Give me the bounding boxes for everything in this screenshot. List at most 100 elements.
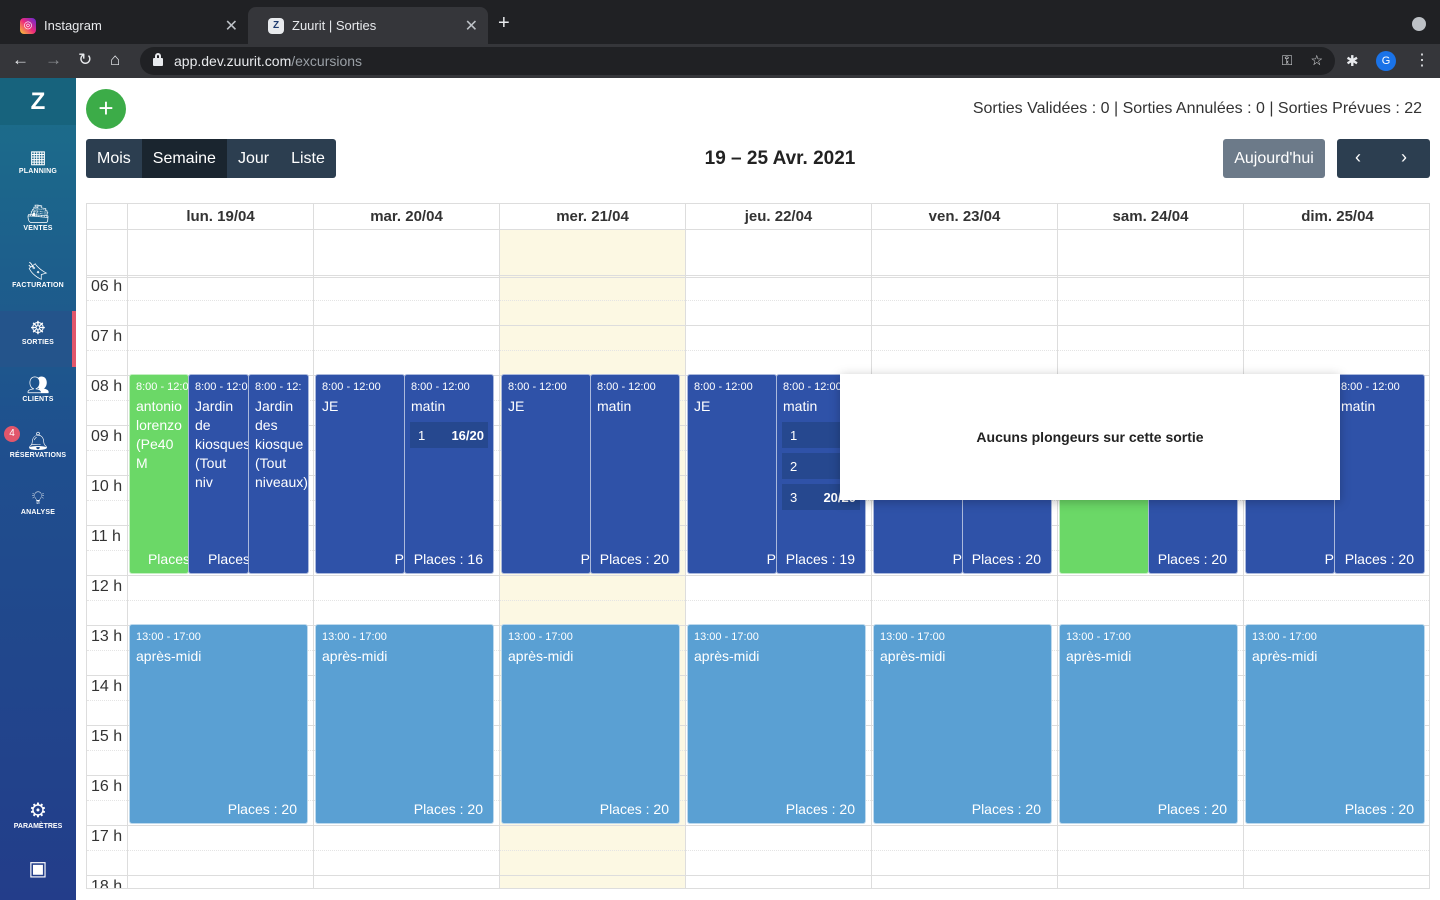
calendar-icon: ▦ [29,147,47,167]
zuurit-logo[interactable]: Z [0,78,76,125]
excursion-event[interactable]: 8:00 - 12:0 antonio lorenzo (Pe40 M Plac… [129,374,189,574]
excursion-event[interactable]: 8:00 - 12:00 matin 1 16/20 Places : 16 [404,374,494,574]
hour-label: 18 h [91,878,123,889]
sidebar-item-planning[interactable]: ▦ PLANNING [0,140,76,196]
sidebar-item-ventes[interactable]: ⛴ VENTES [0,197,76,253]
half-hour-line [87,850,1429,851]
excursion-event[interactable]: 8:00 - 12:00 JE P [501,374,591,574]
next-week-icon[interactable]: › [1401,147,1407,167]
hour-label: 07 h [91,328,123,345]
half-hour-line [87,300,1429,301]
gear-icon: ⚙ [29,800,47,822]
excursion-event[interactable]: 13:00 - 17:00 après-midi Places : 20 [1059,624,1238,824]
hour-label: 08 h [91,378,123,395]
excursion-event[interactable]: 13:00 - 17:00 après-midi Places : 20 [501,624,680,824]
day-header: ven. 23/04 [871,204,1057,229]
excursion-event[interactable]: 8:00 - 12: Jardin des kiosque (Tout nive… [248,374,309,574]
extensions-icon[interactable]: ✱ [1346,53,1359,70]
all-day-row [87,229,1429,278]
hour-label: 13 h [91,628,123,645]
hour-line [87,325,1429,326]
view-month-button[interactable]: Mois [86,139,142,178]
close-tab-icon[interactable]: ✕ [224,18,238,35]
week-calendar: lun. 19/04 mar. 20/04 mer. 21/04 jeu. 22… [86,203,1430,889]
zuurit-favicon-icon: Z [268,17,284,34]
back-icon[interactable]: ← [12,50,29,69]
hour-label: 11 h [91,528,121,545]
day-header: dim. 25/04 [1243,204,1429,229]
excursion-event[interactable]: 8:00 - 12:00 JE P [315,374,405,574]
sidebar-item-analyse[interactable]: 💡︎ ANALYSE [0,481,76,537]
profile-avatar[interactable]: G [1376,51,1396,71]
tab-title: Zuurit | Sorties [292,18,377,33]
hour-label: 10 h [91,478,123,495]
add-excursion-button[interactable]: + [86,89,126,129]
browser-tab-bar: ◎ Instagram ✕ Z Zuurit | Sorties ✕ + [0,0,1440,44]
week-nav: ‹ › [1337,139,1430,178]
day-column-divider [499,204,500,888]
tab-title: Instagram [44,18,102,33]
sidebar: Z ▦ PLANNING ⛴ VENTES 🔖︎ FACTURATION ☸ S… [0,78,76,900]
view-list-button[interactable]: Liste [280,139,336,178]
excursion-event[interactable]: 13:00 - 17:00 après-midi Places : 20 [129,624,308,824]
forward-icon[interactable]: → [45,50,62,69]
hour-label: 17 h [91,828,123,845]
excursion-event[interactable]: 8:00 - 12:0 Jardin de kiosques (Tout niv… [188,374,249,574]
view-day-button[interactable]: Jour [226,139,281,178]
prev-week-icon[interactable]: ‹ [1355,147,1361,167]
event-popover: Aucuns plongeurs sur cette sortie [840,374,1340,500]
sidebar-item-parametres[interactable]: ⚙ PARAMÈTRES [0,798,76,830]
reload-icon[interactable]: ↻ [78,50,93,69]
sidebar-item-reservations[interactable]: 4 🔔︎ RÉSERVATIONS [0,424,76,480]
diver-row[interactable]: 1 16/20 [410,422,488,448]
half-hour-line [87,350,1429,351]
sidebar-item-clients[interactable]: 👥︎ CLIENTS [0,368,76,424]
excursion-event[interactable]: 8:00 - 12:00 matin Places : 20 [590,374,680,574]
notification-badge: 4 [4,426,20,442]
excursion-event[interactable]: 13:00 - 17:00 après-midi Places : 20 [315,624,494,824]
sidebar-item-sorties[interactable]: ☸ SORTIES [0,311,76,367]
hour-label: 12 h [91,578,123,595]
hour-line [87,575,1429,576]
hour-label: 09 h [91,428,123,445]
excursion-event[interactable]: 13:00 - 17:00 après-midi Places : 20 [1245,624,1425,824]
day-column-divider [871,204,872,888]
bookmark-icon: 🔖︎ [26,261,50,281]
key-icon[interactable]: ⚿ [1281,52,1293,68]
contact-card-icon[interactable]: ▣ [28,858,48,880]
star-icon[interactable]: ☆ [1310,52,1323,68]
browser-toolbar: ← → ↻ ⌂ app.dev.zuurit.com/excursions ⚿ … [0,44,1440,78]
excursion-event[interactable]: 13:00 - 17:00 après-midi Places : 20 [687,624,866,824]
date-range-title: 19 – 25 Avr. 2021 [704,148,856,169]
today-button[interactable]: Aujourd'hui [1223,139,1325,178]
tab-search-icon[interactable] [1412,17,1426,31]
browser-tab-zuurit[interactable]: Z Zuurit | Sorties ✕ [248,7,488,44]
hour-label: 16 h [91,778,123,795]
instagram-icon: ◎ [20,17,36,34]
boat-icon: ⛴ [26,204,50,224]
close-tab-icon[interactable]: ✕ [464,18,478,35]
no-divers-message: Aucuns plongeurs sur cette sortie [976,429,1204,445]
address-bar[interactable]: app.dev.zuurit.com/excursions ⚿ ☆ [140,47,1335,75]
users-icon: 👥︎ [26,375,50,395]
hour-line [87,825,1429,826]
excursion-stats: Sorties Validées : 0 | Sorties Annulées … [972,100,1422,117]
view-week-button[interactable]: Semaine [141,139,227,178]
new-tab-button[interactable]: + [498,12,510,34]
browser-tab-instagram[interactable]: ◎ Instagram ✕ [0,7,248,44]
bulb-icon: 💡︎ [31,488,45,508]
excursion-event[interactable]: 13:00 - 17:00 après-midi Places : 20 [873,624,1052,824]
excursion-event[interactable]: 8:00 - 12:00 matin Places : 20 [1334,374,1425,574]
day-header: jeu. 22/04 [685,204,871,229]
home-icon[interactable]: ⌂ [110,50,121,69]
browser-menu-icon[interactable]: ⋮ [1414,52,1430,69]
half-hour-line [87,600,1429,601]
excursion-event[interactable]: 8:00 - 12:00 JE P [687,374,777,574]
hour-label: 14 h [91,678,123,695]
lock-icon [153,53,163,66]
helm-icon: ☸ [29,318,47,338]
day-column-divider [685,204,686,888]
hour-label: 06 h [91,278,123,295]
sidebar-item-facturation[interactable]: 🔖︎ FACTURATION [0,254,76,310]
day-column-divider [313,204,314,888]
